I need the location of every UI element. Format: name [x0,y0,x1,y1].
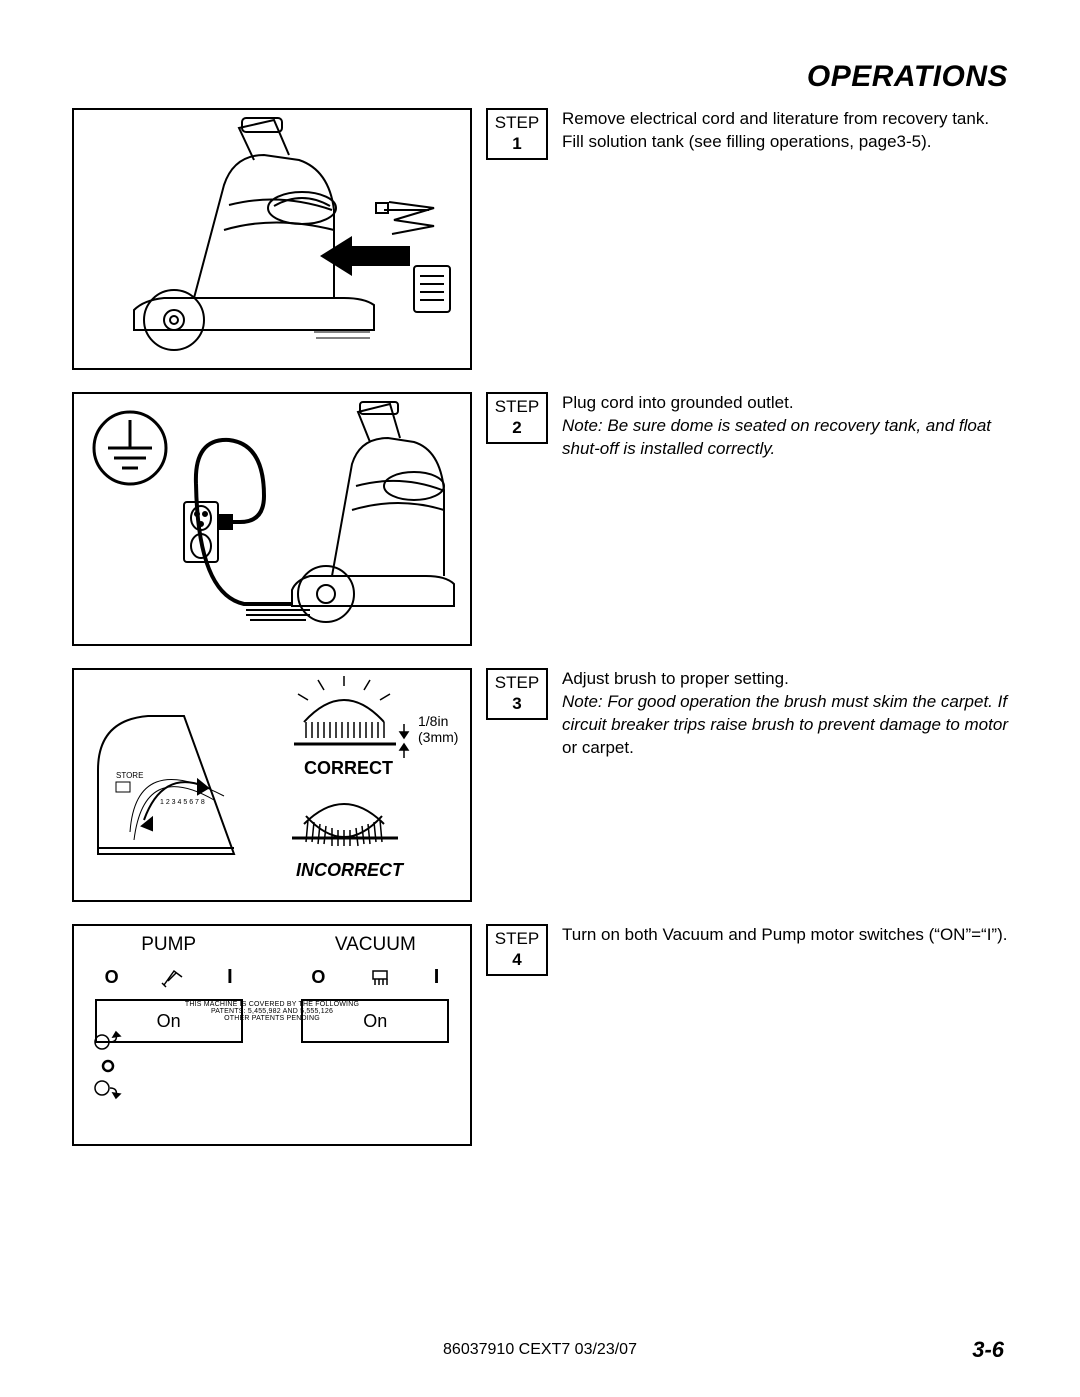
step-4-row: PUMP O I On VACUUM O I O [72,924,1008,1146]
on-text: On [157,1011,181,1032]
step-3-note-suffix: or carpet. [562,738,634,757]
step-number: 2 [488,417,546,438]
i-symbol: I [227,966,233,989]
step-2-text: Plug cord into grounded outlet. Note: Be… [562,392,1008,461]
step-2-label: STEP 2 [486,392,548,444]
illustration-step-4: PUMP O I On VACUUM O I O [72,924,472,1146]
incorrect-label: INCORRECT [296,860,405,880]
step-1-text: Remove electrical cord and literature fr… [562,108,1008,154]
step-4-label: STEP 4 [486,924,548,976]
illustration-step-2 [72,392,472,646]
pump-icon [160,967,186,989]
page-title: OPERATIONS [72,60,1008,94]
store-label: STORE [116,771,143,780]
step-3-main: Adjust brush to proper setting. [562,669,789,688]
pump-label: PUMP [89,934,249,956]
i-symbol: I [434,966,440,989]
svg-text:1 2 3 4 5 6 7 8: 1 2 3 4 5 6 7 8 [160,799,205,806]
correct-label: CORRECT [304,758,393,778]
gap-mm-label: (3mm) [418,729,458,745]
illustration-step-3: STORE 1 2 3 4 5 6 7 8 [72,668,472,902]
step-2-note: Note: Be sure dome is seated on recovery… [562,416,991,458]
step-1-label: STEP 1 [486,108,548,160]
literature-icon [414,266,450,312]
step-number: 3 [488,693,546,714]
step-3-label: STEP 3 [486,668,548,720]
step-word: STEP [488,672,546,693]
step-word: STEP [488,112,546,133]
step-2-main: Plug cord into grounded outlet. [562,393,794,412]
step-3-row: STORE 1 2 3 4 5 6 7 8 [72,668,1008,902]
step-2-row: STEP 2 Plug cord into grounded outlet. N… [72,392,1008,646]
step-number: 4 [488,949,546,970]
ground-symbol-icon [94,412,166,484]
step-3-text: Adjust brush to proper setting. Note: Fo… [562,668,1008,760]
vacuum-switch-panel: VACUUM O I On [295,934,455,1043]
illustration-step-1 [72,108,472,370]
o-symbol: O [105,967,119,988]
gap-in-label: 1/8in [418,713,448,729]
step-word: STEP [488,396,546,417]
o-symbol: O [311,967,325,988]
vacuum-icon [367,967,393,989]
pump-switch-panel: PUMP O I On [89,934,249,1043]
step-word: STEP [488,928,546,949]
step-3-note-prefix: Note: For good operation the brush must … [562,692,1008,734]
vacuum-label: VACUUM [295,934,455,956]
footer-doc-id: 86037910 CEXT7 03/23/07 [0,1341,1080,1359]
step-number: 1 [488,133,546,154]
on-text: On [363,1011,387,1032]
step-4-text: Turn on both Vacuum and Pump motor switc… [562,924,1008,947]
page-number: 3-6 [972,1337,1004,1363]
step-1-row: STEP 1 Remove electrical cord and litera… [72,108,1008,370]
